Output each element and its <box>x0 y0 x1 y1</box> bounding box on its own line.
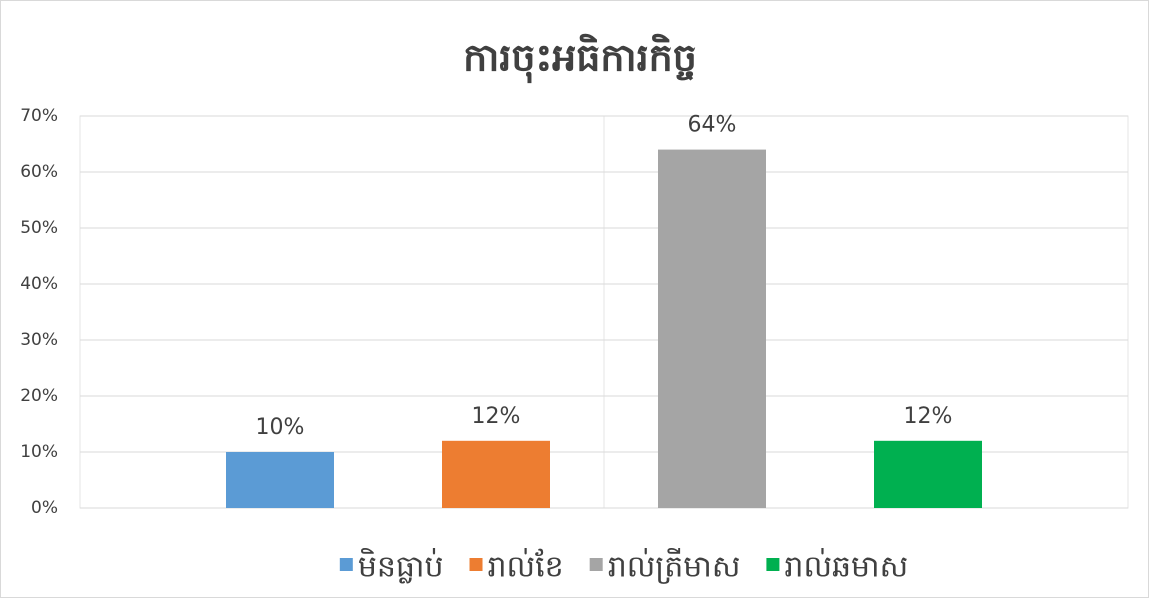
legend-label: រាល់ឆមាស <box>784 548 908 585</box>
bar <box>226 452 334 508</box>
bar <box>874 440 982 508</box>
legend-swatch <box>589 558 603 571</box>
y-tick-label: 50% <box>20 218 58 238</box>
legend-swatch <box>339 558 353 571</box>
y-tick-label: 20% <box>20 386 58 406</box>
value-label: 10% <box>256 415 305 440</box>
legend-label: រាល់ខែ <box>488 548 564 585</box>
y-tick-label: 70% <box>20 106 58 126</box>
legend-swatch <box>766 558 780 571</box>
y-tick-label: 30% <box>20 330 58 350</box>
bar <box>442 440 550 508</box>
chart-title: ការចុះអធិការកិច្ច <box>463 34 697 84</box>
legend-label: មិនធ្លាប់ <box>358 548 444 585</box>
value-label: 64% <box>688 113 737 138</box>
bar <box>658 149 766 508</box>
y-tick-label: 60% <box>20 162 58 182</box>
value-label: 12% <box>472 404 521 429</box>
legend-swatch <box>469 558 483 571</box>
value-label: 12% <box>904 404 953 429</box>
y-tick-label: 0% <box>31 498 58 518</box>
y-tick-label: 40% <box>20 274 58 294</box>
legend-label: រាល់ត្រីមាស <box>608 548 741 585</box>
y-tick-label: 10% <box>20 442 58 462</box>
